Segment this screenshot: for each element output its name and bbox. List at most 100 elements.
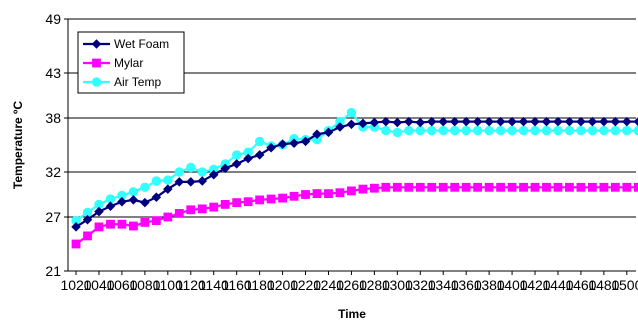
legend-item: Air Temp bbox=[83, 75, 161, 89]
data-point bbox=[507, 125, 517, 136]
x-tick-label: 1320 bbox=[405, 277, 436, 293]
x-tick-label: 1180 bbox=[245, 277, 275, 293]
data-point bbox=[507, 182, 517, 192]
series-wet-foam bbox=[71, 116, 638, 232]
x-tick-label: 1200 bbox=[267, 277, 298, 293]
x-tick-label: 1280 bbox=[359, 277, 390, 293]
data-point bbox=[209, 202, 219, 212]
data-point bbox=[323, 127, 334, 138]
data-point bbox=[404, 182, 414, 192]
data-point bbox=[117, 196, 127, 207]
data-point bbox=[587, 116, 598, 127]
x-tick-label: 1160 bbox=[222, 277, 252, 293]
data-point bbox=[255, 195, 265, 205]
data-point bbox=[495, 125, 506, 136]
x-tick-label: 1440 bbox=[542, 277, 573, 293]
data-point bbox=[587, 182, 597, 192]
axes bbox=[64, 18, 636, 275]
x-tick-label: 1020 bbox=[60, 277, 91, 293]
data-point bbox=[404, 116, 414, 127]
data-point bbox=[220, 199, 230, 209]
data-point bbox=[484, 182, 494, 192]
data-point bbox=[449, 116, 460, 127]
x-tick-label: 1100 bbox=[153, 277, 183, 293]
data-point bbox=[461, 116, 471, 127]
data-point bbox=[358, 184, 368, 194]
data-point bbox=[599, 125, 609, 136]
data-point bbox=[231, 159, 242, 169]
data-point bbox=[633, 182, 638, 192]
x-tick-label: 1500 bbox=[611, 277, 638, 293]
data-point bbox=[553, 116, 563, 127]
data-point bbox=[404, 125, 414, 136]
data-point bbox=[599, 182, 609, 192]
x-tick-label: 1120 bbox=[176, 277, 206, 293]
data-point bbox=[197, 204, 207, 214]
data-point bbox=[438, 125, 448, 136]
x-axis-title: Time bbox=[338, 307, 366, 321]
data-point bbox=[576, 116, 586, 127]
data-point bbox=[392, 117, 403, 128]
data-point bbox=[427, 125, 437, 136]
series-line bbox=[75, 120, 638, 228]
data-point bbox=[83, 231, 92, 241]
data-point bbox=[530, 116, 540, 127]
data-point bbox=[197, 167, 207, 177]
data-point bbox=[300, 136, 311, 147]
data-point bbox=[415, 182, 425, 192]
data-point bbox=[519, 182, 528, 192]
x-tick-label: 1080 bbox=[129, 277, 160, 293]
data-point bbox=[231, 150, 242, 160]
y-tick-label: 43 bbox=[45, 65, 61, 81]
y-axis-title: Temperature ºC bbox=[11, 101, 25, 190]
data-point bbox=[335, 122, 345, 132]
data-point bbox=[622, 125, 632, 136]
data-point bbox=[496, 182, 505, 192]
data-point bbox=[254, 136, 265, 147]
data-point bbox=[461, 182, 471, 192]
data-point bbox=[530, 125, 540, 136]
data-point bbox=[105, 201, 116, 211]
data-point bbox=[186, 162, 196, 173]
data-point bbox=[426, 116, 437, 127]
data-point bbox=[92, 58, 101, 68]
data-point bbox=[347, 186, 356, 196]
data-point bbox=[91, 39, 102, 49]
data-point bbox=[140, 197, 150, 208]
data-point bbox=[346, 119, 357, 130]
legend-label: Air Temp bbox=[114, 75, 161, 89]
data-point bbox=[381, 182, 391, 192]
data-point bbox=[346, 107, 357, 118]
y-tick-label: 32 bbox=[45, 164, 61, 180]
data-point bbox=[381, 125, 391, 136]
data-point bbox=[163, 184, 173, 194]
data-point bbox=[449, 125, 460, 136]
data-point bbox=[71, 222, 81, 232]
data-point bbox=[530, 182, 540, 192]
data-point bbox=[484, 116, 494, 127]
y-tick-label: 49 bbox=[45, 11, 61, 27]
y-tick-labels: 21 27 32 38 43 49 bbox=[45, 11, 61, 279]
series-line bbox=[75, 186, 638, 245]
data-point bbox=[301, 190, 310, 199]
data-point bbox=[128, 187, 139, 197]
x-tick-label: 1380 bbox=[474, 277, 505, 293]
data-point bbox=[140, 217, 150, 227]
data-point bbox=[324, 189, 333, 199]
data-point bbox=[610, 116, 621, 127]
x-tick-labels: 1020104010601080110011201140116011801200… bbox=[60, 277, 638, 293]
x-tick-label: 1060 bbox=[106, 277, 137, 293]
data-point bbox=[174, 167, 185, 177]
data-point bbox=[312, 129, 322, 139]
data-point bbox=[381, 116, 391, 127]
data-point bbox=[232, 198, 242, 208]
data-point bbox=[392, 182, 402, 192]
data-point bbox=[243, 197, 253, 207]
data-point bbox=[541, 125, 552, 136]
data-point bbox=[633, 117, 638, 127]
data-point bbox=[576, 182, 586, 192]
data-point bbox=[243, 153, 253, 164]
data-point bbox=[438, 116, 448, 127]
y-tick-label: 27 bbox=[45, 209, 61, 225]
data-point bbox=[484, 125, 494, 136]
